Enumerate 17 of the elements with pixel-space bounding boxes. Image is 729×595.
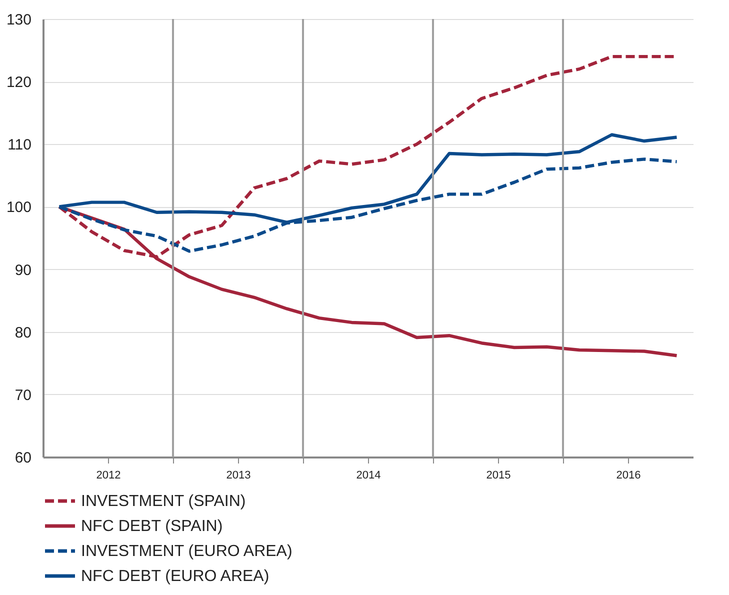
y-tick-label: 60 <box>14 450 32 466</box>
y-tick-label: 80 <box>14 324 32 342</box>
y-tick-label: 100 <box>6 199 32 216</box>
legend-label: NFC DEBT (EURO AREA) <box>81 568 270 585</box>
y-tick-label: 110 <box>8 136 32 154</box>
x-tick-label: 2016 <box>616 470 641 482</box>
x-tick-label: 2015 <box>486 470 511 482</box>
y-tick-label: 70 <box>14 386 32 404</box>
legend-label: INVESTMENT (EURO AREA) <box>81 543 292 560</box>
y-tick-label: 90 <box>14 262 32 279</box>
legend-label: NFC DEBT (SPAIN) <box>81 518 223 535</box>
x-tick-label: 2013 <box>226 470 251 482</box>
y-tick-label: 130 <box>6 12 32 28</box>
x-tick-label: 2012 <box>96 470 121 482</box>
legend-label: INVESTMENT (SPAIN) <box>81 493 246 510</box>
y-tick-label: 120 <box>6 74 32 92</box>
x-tick-label: 2014 <box>356 470 381 482</box>
